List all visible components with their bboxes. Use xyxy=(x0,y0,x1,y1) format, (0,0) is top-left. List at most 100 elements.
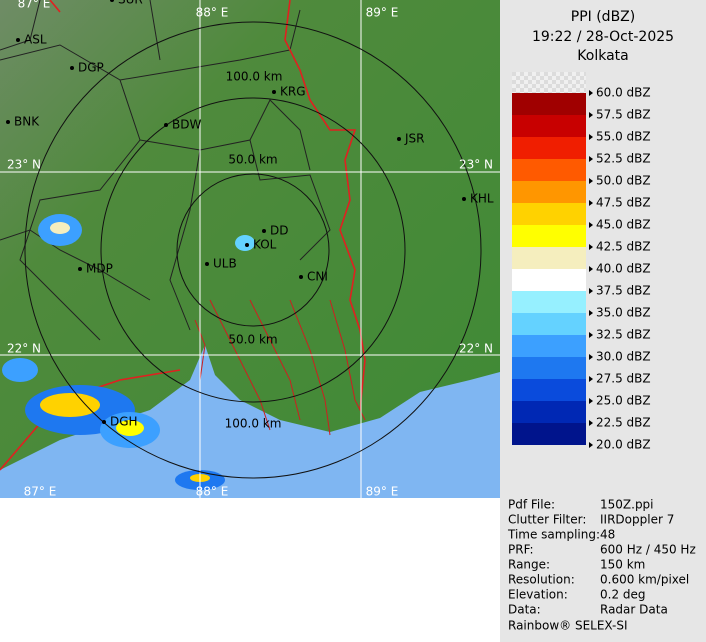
legend-swatch xyxy=(512,72,586,93)
info-key: Clutter Filter: xyxy=(508,513,586,527)
legend-arrow xyxy=(589,266,593,272)
legend-arrow xyxy=(589,288,593,294)
legend-swatch xyxy=(512,93,586,115)
info-value: Radar Data xyxy=(600,603,668,617)
legend-label: 27.5 dBZ xyxy=(596,372,651,386)
grid-label: 87° E xyxy=(18,0,51,11)
legend-arrow xyxy=(589,222,593,228)
legend-swatch xyxy=(512,181,586,203)
title: PPI (dBZ) xyxy=(571,9,635,25)
city-dot xyxy=(299,275,303,279)
legend-label: 22.5 dBZ xyxy=(596,416,651,430)
legend-swatch xyxy=(512,423,586,445)
legend-label: 50.0 dBZ xyxy=(596,174,651,188)
legend-arrow xyxy=(589,200,593,206)
city-label: KOL xyxy=(253,238,277,252)
city-dot xyxy=(245,243,249,247)
info-value: IIRDoppler 7 xyxy=(600,513,674,527)
legend-label: 32.5 dBZ xyxy=(596,328,651,342)
legend-arrow xyxy=(589,244,593,250)
city-label: ASL xyxy=(24,33,47,47)
city-label: KRG xyxy=(280,85,306,99)
city-label: DGH xyxy=(110,415,138,429)
info-value: 0.2 deg xyxy=(600,588,646,602)
info-value: 150 km xyxy=(600,558,645,572)
grid-label: 89° E xyxy=(366,485,399,499)
info-key: PRF: xyxy=(508,543,534,557)
info-value: 150Z.ppi xyxy=(600,498,654,512)
legend-label: 47.5 dBZ xyxy=(596,196,651,210)
city-label: DD xyxy=(270,224,288,238)
legend-arrow xyxy=(589,178,593,184)
city-label: BNK xyxy=(14,115,40,129)
range-label: 50.0 km xyxy=(228,333,277,347)
footer: Rainbow® SELEX-SI xyxy=(508,619,628,633)
legend-label: 57.5 dBZ xyxy=(596,108,651,122)
legend-arrow xyxy=(589,420,593,426)
lat-lon-grid xyxy=(0,0,500,498)
info-key: Range: xyxy=(508,558,550,572)
city-label: JSR xyxy=(404,132,425,146)
info-key: Elevation: xyxy=(508,588,568,602)
legend-label: 55.0 dBZ xyxy=(596,130,651,144)
legend-arrow xyxy=(589,156,593,162)
grid-label: 23° N xyxy=(459,158,493,172)
info-value: 48 xyxy=(600,528,615,542)
info-key: Data: xyxy=(508,603,541,617)
legend-swatch xyxy=(512,379,586,401)
grid-label: 22° N xyxy=(459,342,493,356)
legend-arrow xyxy=(589,310,593,316)
legend-arrow xyxy=(589,90,593,96)
delta-rivers xyxy=(194,299,366,436)
legend-arrow xyxy=(589,442,593,448)
legend-swatch xyxy=(512,115,586,137)
legend-arrow xyxy=(589,376,593,382)
legend-arrow xyxy=(589,332,593,338)
range-label: 100.0 km xyxy=(226,70,283,84)
legend-arrow xyxy=(589,134,593,140)
range-label: 100.0 km xyxy=(225,417,282,431)
legend-arrow xyxy=(589,354,593,360)
district-borders xyxy=(0,0,331,341)
city-label: MDP xyxy=(86,262,113,276)
grid-label: 88° E xyxy=(196,6,229,20)
grid-label: 88° E xyxy=(196,485,229,499)
legend-swatch xyxy=(512,203,586,225)
legend-swatch xyxy=(512,291,586,313)
legend-swatch xyxy=(512,313,586,335)
grid-label: 87° E xyxy=(24,485,57,499)
city-dot xyxy=(262,229,266,233)
city-dot xyxy=(6,120,10,124)
legend-label: 45.0 dBZ xyxy=(596,218,651,232)
legend-swatch xyxy=(512,269,586,291)
grid-label: 23° N xyxy=(7,158,41,172)
city-dot xyxy=(397,137,401,141)
legend-swatch xyxy=(512,335,586,357)
rain-echoes xyxy=(2,214,255,490)
legend-label: 42.5 dBZ xyxy=(596,240,651,254)
city-dot xyxy=(272,90,276,94)
city-label: BDW xyxy=(172,118,201,132)
city-dot xyxy=(110,0,114,2)
legend-label: 30.0 dBZ xyxy=(596,350,651,364)
legend-label: 35.0 dBZ xyxy=(596,306,651,320)
city-label: DGP xyxy=(78,61,104,75)
city-dot xyxy=(462,197,466,201)
city-dot xyxy=(16,38,20,42)
info-key: Resolution: xyxy=(508,573,575,587)
city-dot xyxy=(102,420,106,424)
legend-arrow xyxy=(589,398,593,404)
grid-label: 89° E xyxy=(366,6,399,20)
station: Kolkata xyxy=(577,48,628,64)
range-label: 50.0 km xyxy=(228,153,277,167)
info-value: 0.600 km/pixel xyxy=(600,573,689,587)
legend-label: 60.0 dBZ xyxy=(596,86,651,100)
city-label: ULB xyxy=(213,257,237,271)
legend-label: 40.0 dBZ xyxy=(596,262,651,276)
info-value: 600 Hz / 450 Hz xyxy=(600,543,696,557)
legend-arrow xyxy=(589,112,593,118)
sea xyxy=(0,345,500,498)
city-dot xyxy=(78,267,82,271)
city-dot xyxy=(164,123,168,127)
